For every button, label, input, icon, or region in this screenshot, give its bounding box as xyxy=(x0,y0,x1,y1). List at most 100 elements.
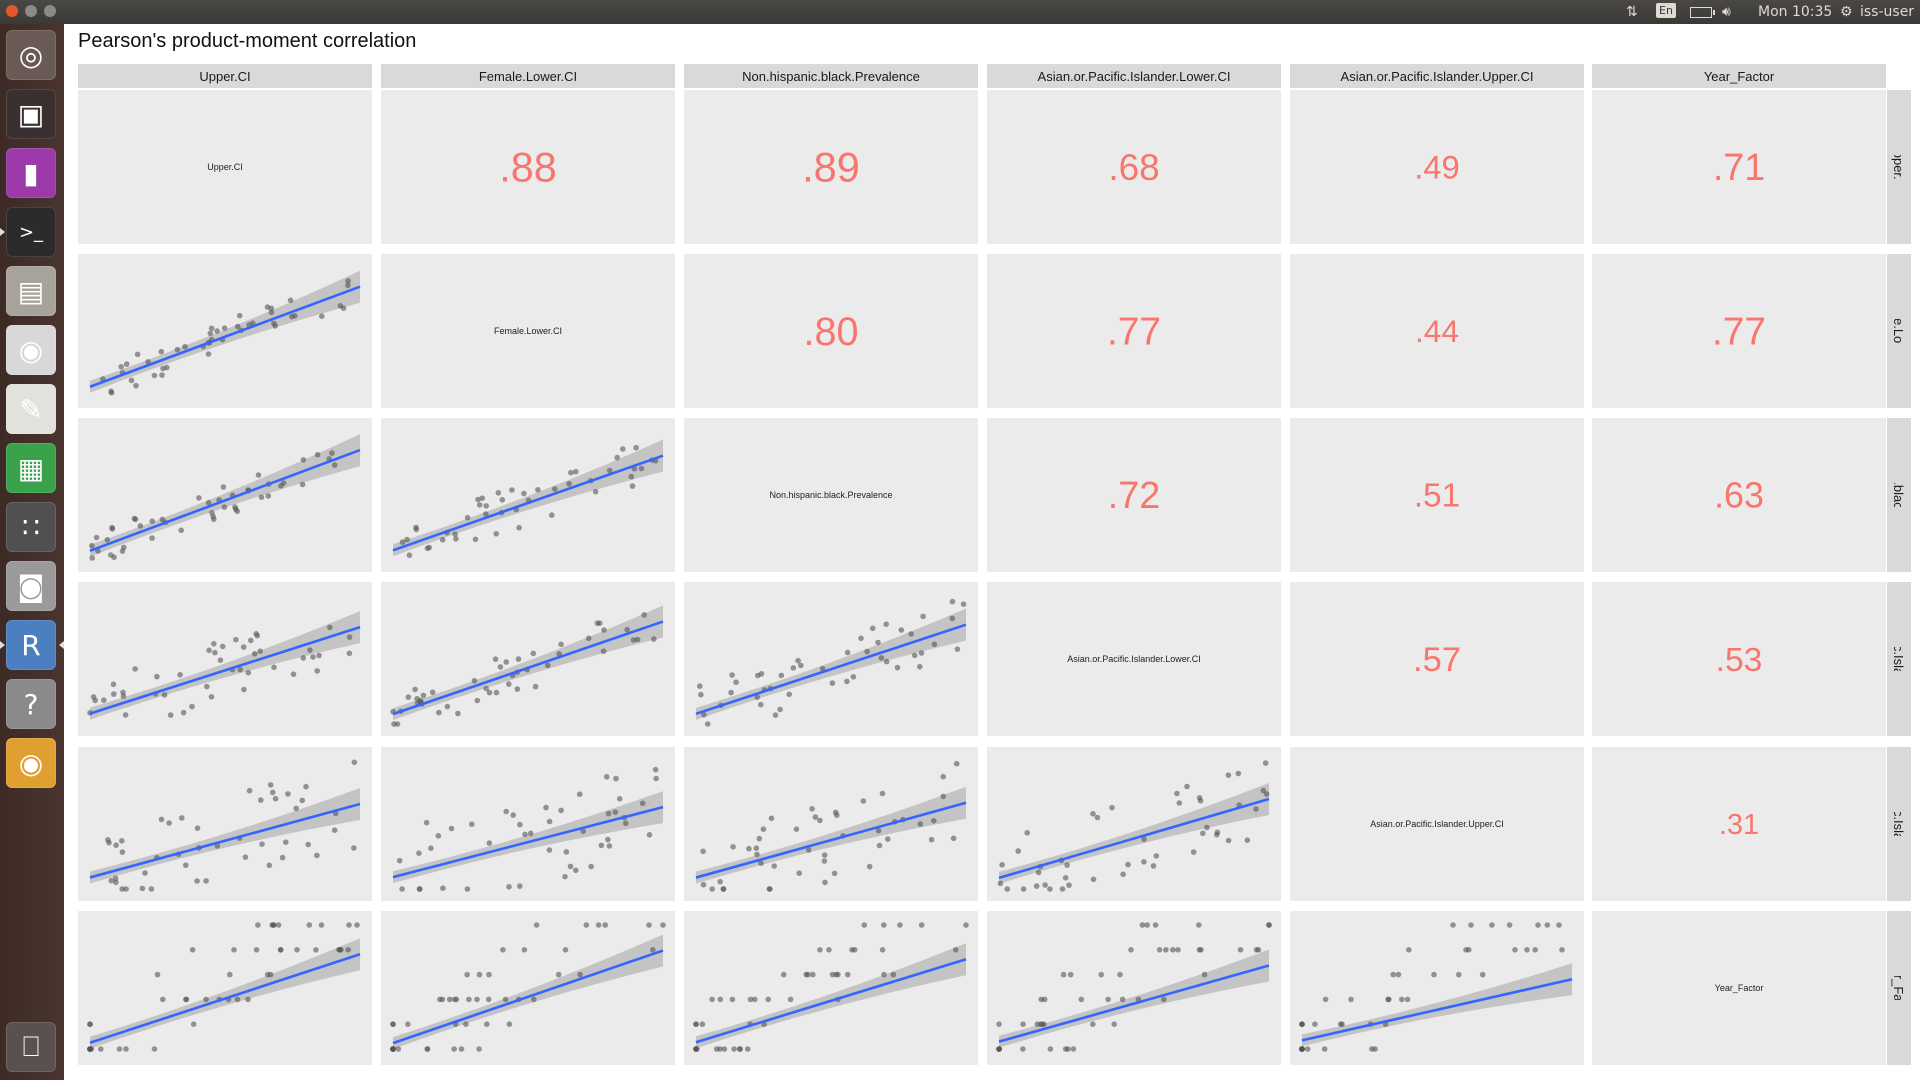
data-point xyxy=(844,649,851,656)
battery-icon[interactable] xyxy=(1690,7,1715,18)
data-point xyxy=(516,524,522,531)
data-point xyxy=(439,537,446,543)
clock[interactable]: Mon 10:35 xyxy=(1758,4,1833,20)
regression-line xyxy=(998,964,1270,1043)
data-point xyxy=(255,472,262,478)
data-point xyxy=(132,666,138,672)
data-point xyxy=(996,1046,1003,1052)
data-point xyxy=(567,863,574,870)
data-point xyxy=(549,512,555,518)
data-point xyxy=(651,636,657,642)
data-point xyxy=(258,494,265,501)
data-point xyxy=(531,996,537,1003)
data-point xyxy=(1395,971,1402,978)
data-point xyxy=(492,656,499,662)
data-point xyxy=(860,798,867,804)
data-point xyxy=(231,947,237,953)
data-point xyxy=(118,364,124,370)
data-point xyxy=(495,490,502,496)
data-point xyxy=(444,703,451,710)
trash-icon[interactable]: ⎕ xyxy=(6,1022,56,1072)
data-point xyxy=(595,922,602,928)
data-point xyxy=(314,451,321,458)
chrome-icon[interactable]: ◉ xyxy=(6,325,56,375)
data-point xyxy=(160,365,166,372)
data-point xyxy=(1062,875,1069,881)
data-point xyxy=(736,1046,743,1052)
data-point xyxy=(709,886,715,892)
regression-line xyxy=(89,625,361,715)
regression-line xyxy=(695,958,967,1044)
data-point xyxy=(287,297,294,304)
data-point xyxy=(346,634,353,640)
settings-gear-icon[interactable]: ⚙ xyxy=(1840,4,1853,20)
data-point xyxy=(214,328,220,334)
data-point xyxy=(885,836,891,842)
data-point xyxy=(154,673,160,680)
data-point xyxy=(1042,882,1048,888)
spreadsheet-icon[interactable]: ▦ xyxy=(6,443,56,493)
data-point xyxy=(240,644,247,650)
panel xyxy=(987,582,1281,736)
data-point xyxy=(869,625,876,632)
workspace-switcher-icon[interactable]: ▣ xyxy=(6,89,56,139)
data-point xyxy=(110,681,117,688)
data-point xyxy=(455,710,461,717)
data-point xyxy=(237,666,243,673)
data-point xyxy=(756,835,763,842)
data-point xyxy=(822,879,828,886)
data-point xyxy=(650,947,656,953)
text-editor-icon[interactable]: ✎ xyxy=(6,384,56,434)
data-point xyxy=(203,878,209,884)
data-point xyxy=(1322,996,1329,1003)
data-point xyxy=(1468,922,1474,928)
data-point xyxy=(464,886,471,892)
regression-line xyxy=(392,620,664,716)
data-point xyxy=(566,481,572,487)
data-point xyxy=(299,481,306,488)
data-point xyxy=(151,1046,158,1052)
rstudio-icon[interactable]: R xyxy=(6,620,56,670)
data-point xyxy=(1065,1046,1071,1052)
data-point xyxy=(479,495,486,502)
dash-icon[interactable]: ◎ xyxy=(6,30,56,80)
file-manager-icon[interactable]: ▤ xyxy=(6,266,56,316)
data-point xyxy=(821,852,828,858)
minimize-window-button[interactable] xyxy=(25,5,37,17)
calculator-icon[interactable]: ∷ xyxy=(6,502,56,552)
data-point xyxy=(205,351,212,357)
data-point xyxy=(598,842,605,849)
data-point xyxy=(502,996,509,1003)
data-point xyxy=(178,527,184,534)
data-point xyxy=(1456,971,1462,978)
data-point xyxy=(493,689,500,696)
data-point xyxy=(303,783,309,790)
data-point xyxy=(543,804,549,811)
maximize-window-button[interactable] xyxy=(44,5,56,17)
network-icon[interactable]: ⇅ xyxy=(1626,4,1638,20)
data-point xyxy=(469,821,475,827)
panel xyxy=(1592,582,1886,736)
help-icon[interactable]: ? xyxy=(6,679,56,729)
correlation-value: .57 xyxy=(1413,641,1461,679)
data-point xyxy=(499,497,506,503)
correlation-value: .77 xyxy=(1712,311,1766,354)
chrome-alt-icon[interactable]: ◉ xyxy=(6,738,56,788)
user-menu[interactable]: iss-user xyxy=(1860,4,1915,20)
data-point xyxy=(1041,1021,1047,1027)
panel xyxy=(78,911,372,1065)
volume-icon[interactable]: 🔊︎ xyxy=(1722,4,1731,20)
data-point xyxy=(506,681,512,687)
close-window-button[interactable] xyxy=(6,5,18,17)
data-point xyxy=(101,697,107,703)
data-point xyxy=(1450,922,1456,928)
data-point xyxy=(1139,922,1146,928)
screenshot-icon[interactable]: ◙ xyxy=(6,561,56,611)
data-point xyxy=(207,330,214,337)
data-point xyxy=(440,885,446,891)
video-editor-icon[interactable]: ▮ xyxy=(6,148,56,198)
data-point xyxy=(729,672,735,678)
data-point xyxy=(259,841,265,847)
terminal-icon[interactable]: >_ xyxy=(6,207,56,257)
keyboard-layout-indicator[interactable]: En xyxy=(1656,3,1676,18)
